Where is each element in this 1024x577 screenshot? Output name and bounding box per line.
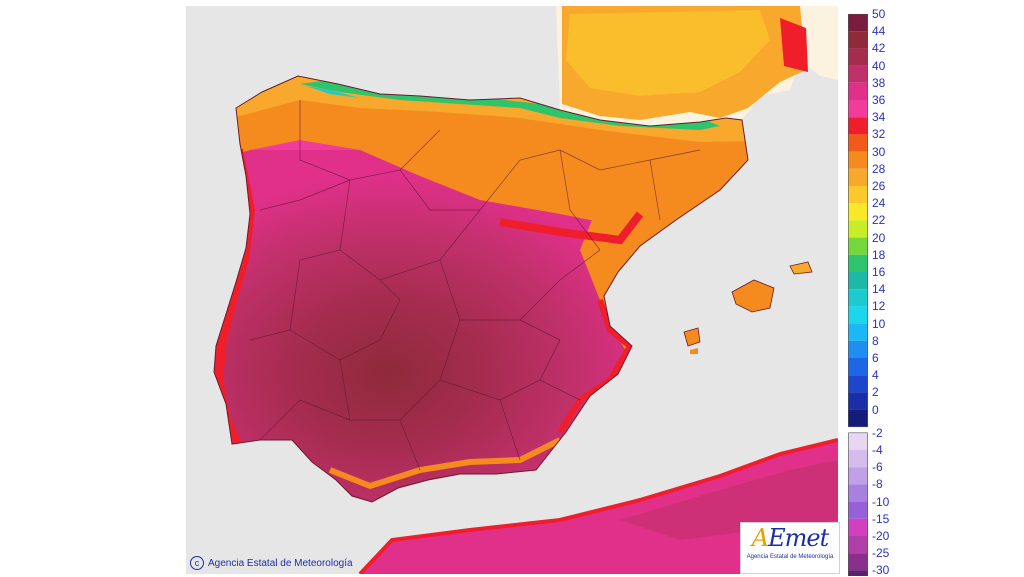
legend-swatch-positive-17 bbox=[848, 306, 868, 324]
legend-label: 34 bbox=[872, 110, 886, 125]
hot-line-ebro bbox=[499, 211, 644, 245]
legend-label: 30 bbox=[872, 144, 886, 159]
legend-swatch-positive-23 bbox=[848, 409, 868, 427]
legend-swatch-positive-20 bbox=[848, 358, 868, 376]
legend-label: -8 bbox=[872, 477, 883, 492]
copyright-notice: c Agencia Estatal de Meteorología bbox=[190, 556, 353, 570]
legend-swatch-positive-15 bbox=[848, 272, 868, 290]
legend-swatch-positive-0 bbox=[848, 14, 868, 32]
legend-swatch-positive-14 bbox=[848, 254, 868, 272]
legend-swatch-positive-6 bbox=[848, 117, 868, 135]
legend-frame-positive bbox=[848, 14, 868, 428]
legend-swatch-positive-1 bbox=[848, 31, 868, 49]
legend-label: 10 bbox=[872, 316, 886, 331]
legend-bar bbox=[848, 14, 868, 576]
legend-swatch-positive-22 bbox=[848, 392, 868, 410]
legend-swatch-positive-2 bbox=[848, 48, 868, 66]
legend-label: 4 bbox=[872, 368, 879, 383]
north-band bbox=[214, 76, 748, 230]
legend-swatch-negative-5 bbox=[848, 518, 868, 536]
legend-swatch-negative-4 bbox=[848, 501, 868, 519]
legend-label: 12 bbox=[872, 299, 886, 314]
legend-frame-negative bbox=[848, 432, 868, 576]
province-borders bbox=[249, 100, 701, 471]
legend-swatch-negative-3 bbox=[848, 484, 868, 502]
legend-swatch-positive-5 bbox=[848, 100, 868, 118]
legend-swatch-negative-6 bbox=[848, 536, 868, 554]
legend-label: 2 bbox=[872, 385, 879, 400]
legend-swatch-positive-7 bbox=[848, 134, 868, 152]
legend-label: -30 bbox=[872, 563, 890, 577]
legend-swatch-positive-19 bbox=[848, 340, 868, 358]
legend-label: 32 bbox=[872, 127, 886, 142]
legend-label: 22 bbox=[872, 213, 886, 228]
legend-swatch-positive-16 bbox=[848, 289, 868, 307]
copyright-icon: c bbox=[190, 556, 204, 570]
legend-label: -15 bbox=[872, 511, 890, 526]
cantabrian-teal bbox=[306, 86, 360, 98]
legend-label: 18 bbox=[872, 247, 886, 262]
mallorca bbox=[731, 279, 775, 313]
legend-label: 38 bbox=[872, 75, 886, 90]
legend-swatch-positive-21 bbox=[848, 375, 868, 393]
legend-label: 50 bbox=[872, 7, 886, 21]
legend-swatch-negative-8 bbox=[848, 570, 868, 576]
logo-subtitle: Agencia Estatal de Meteorología bbox=[746, 554, 834, 560]
color-legend: 50 44 42 40 38 36 34 32 30 28 26 24 22 20 18 16 14 12 10 8 6… bbox=[848, 8, 1024, 577]
france-hot-corner bbox=[780, 18, 808, 72]
legend-label: 6 bbox=[872, 351, 879, 365]
legend-label: 40 bbox=[872, 58, 886, 73]
legend-swatch-positive-18 bbox=[848, 323, 868, 341]
legend-label: 36 bbox=[872, 93, 886, 107]
africa-cool bbox=[620, 460, 838, 540]
logo-wordmark: AEmet bbox=[751, 524, 829, 552]
legend-swatch-positive-3 bbox=[848, 65, 868, 83]
legend-swatch-positive-13 bbox=[848, 237, 868, 255]
legend-swatch-negative-7 bbox=[848, 553, 868, 571]
legend-swatch-positive-9 bbox=[848, 168, 868, 186]
legend-swatch-positive-12 bbox=[848, 220, 868, 238]
legend-swatch-negative-2 bbox=[848, 467, 868, 485]
south-coast-orange bbox=[328, 437, 562, 490]
legend-label: 20 bbox=[872, 230, 886, 245]
legend-label: -2 bbox=[872, 425, 883, 440]
legend-swatch-positive-4 bbox=[848, 82, 868, 100]
legend-label: -25 bbox=[872, 546, 890, 561]
legend-swatch-positive-11 bbox=[848, 203, 868, 221]
legend-swatch-positive-10 bbox=[848, 186, 868, 204]
legend-label: 26 bbox=[872, 179, 886, 193]
legend-label: -10 bbox=[872, 494, 890, 509]
legend-label: 28 bbox=[872, 161, 886, 176]
legend-label: -4 bbox=[872, 443, 883, 457]
legend-label: 14 bbox=[872, 282, 886, 297]
legend-label: -6 bbox=[872, 460, 883, 475]
legend-swatch-positive-8 bbox=[848, 151, 868, 169]
east-coast-red bbox=[557, 299, 634, 434]
legend-swatch-negative-1 bbox=[848, 450, 868, 468]
ibiza bbox=[683, 327, 701, 347]
legend-label: 44 bbox=[872, 24, 886, 39]
legend-label: 8 bbox=[872, 333, 879, 348]
africa-heat bbox=[360, 440, 838, 574]
legend-swatch-negative-0 bbox=[848, 432, 868, 450]
menorca bbox=[789, 261, 813, 275]
france-heat-inner bbox=[566, 10, 770, 96]
legend-label: 42 bbox=[872, 41, 886, 56]
aemet-logo: AEmet Agencia Estatal de Meteorología bbox=[740, 522, 840, 574]
formentera bbox=[690, 348, 698, 354]
legend-label: -20 bbox=[872, 529, 890, 543]
legend-label: 24 bbox=[872, 196, 886, 211]
temperature-map bbox=[186, 6, 838, 574]
legend-label: 0 bbox=[872, 402, 879, 417]
africa-coast bbox=[358, 438, 838, 574]
legend-label: 16 bbox=[872, 265, 886, 279]
